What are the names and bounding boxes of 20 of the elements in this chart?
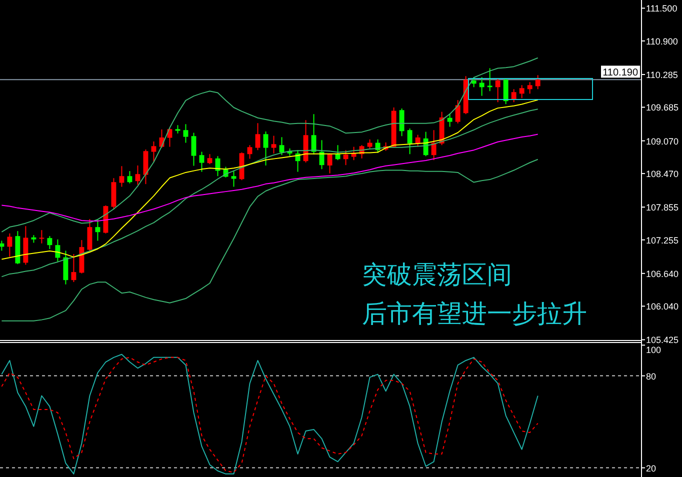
line-series bbox=[1, 99, 538, 260]
y-tick-label: 106.640 bbox=[646, 268, 679, 279]
y-tick-label: 108.470 bbox=[646, 169, 679, 180]
line-series bbox=[1, 134, 538, 222]
y-tick-label: 105.425 bbox=[646, 335, 679, 346]
y-tick-label: 110.900 bbox=[646, 36, 678, 46]
y-tick-label: 109.685 bbox=[646, 102, 679, 113]
y-tick-label: 107.855 bbox=[646, 202, 679, 213]
y-tick-label: 80 bbox=[646, 371, 656, 382]
annotation: 后市有望进一步拉升 bbox=[362, 300, 587, 328]
y-tick-label: 110.285 bbox=[646, 70, 678, 80]
y-tick-label: 100 bbox=[646, 345, 662, 355]
line-series bbox=[1, 57, 538, 232]
annotation: 突破震荡区间 bbox=[362, 261, 512, 289]
y-tick-label: 111.500 bbox=[646, 4, 678, 14]
ref-line-label: 110.190 bbox=[602, 68, 638, 79]
y-tick-label: 20 bbox=[646, 463, 656, 474]
y-tick-label: 109.070 bbox=[646, 136, 679, 146]
y-tick-label: 107.255 bbox=[646, 235, 679, 246]
y-tick-label: 106.040 bbox=[646, 302, 679, 312]
